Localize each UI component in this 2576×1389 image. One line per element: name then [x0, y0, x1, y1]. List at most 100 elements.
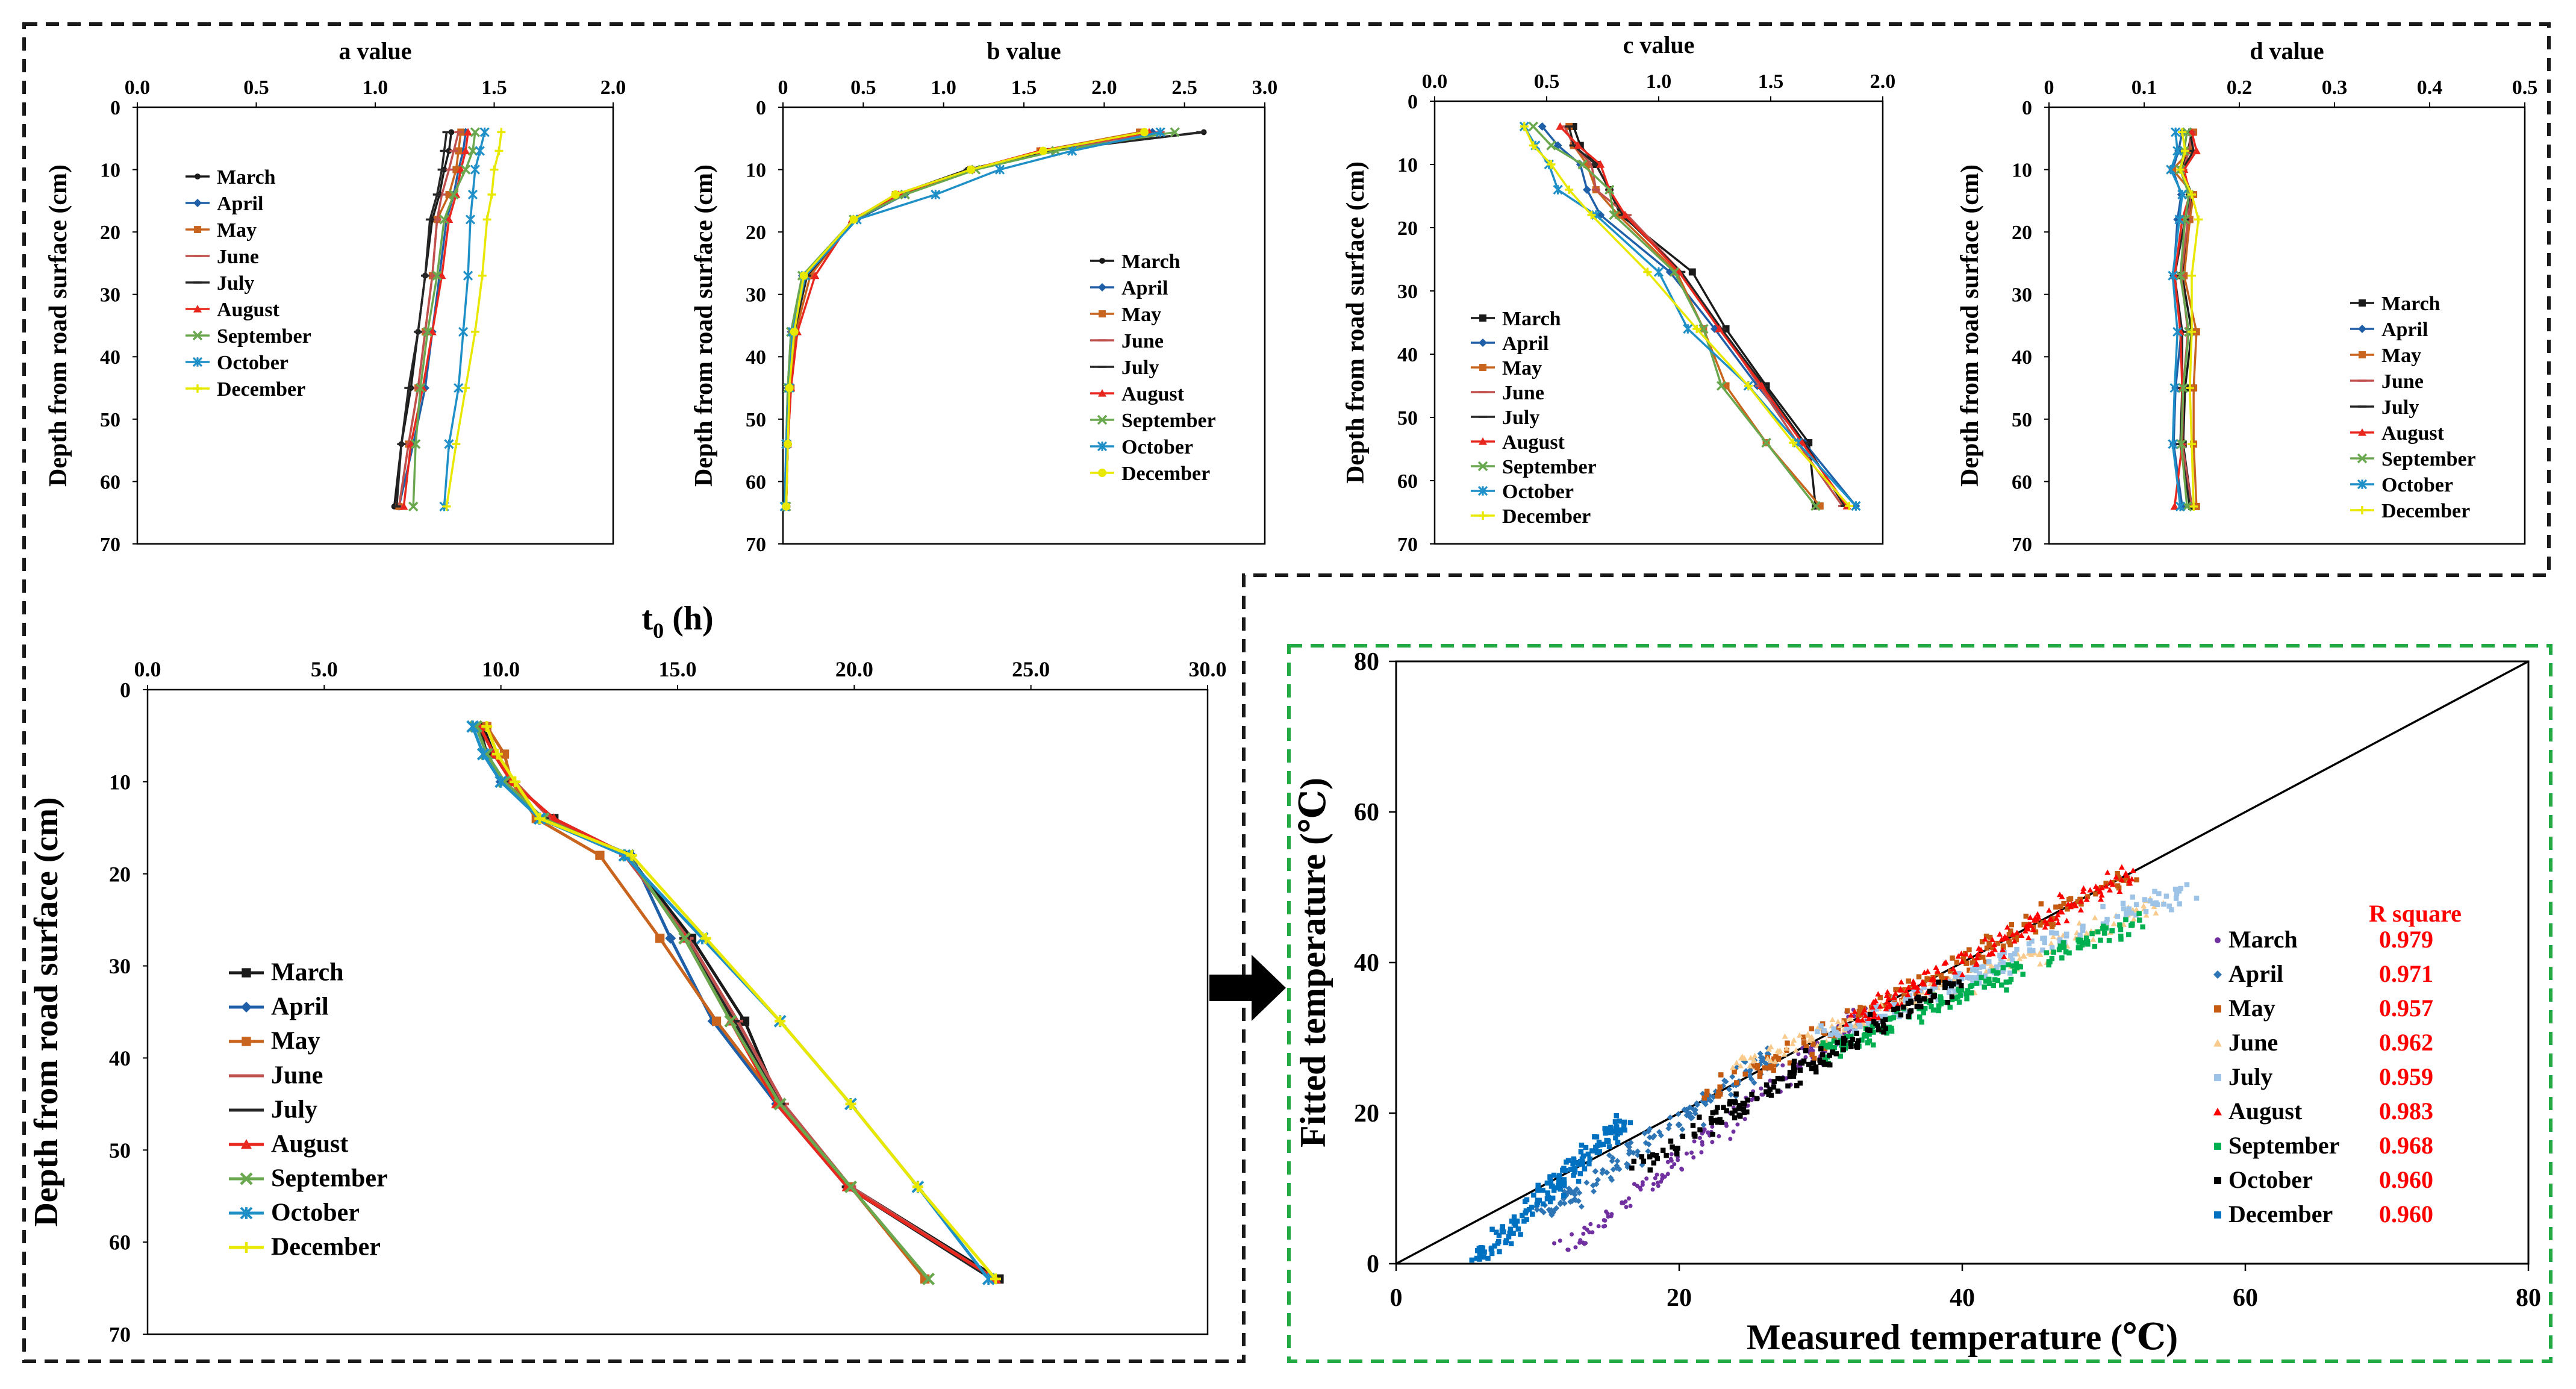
- scatter-point: [1489, 1250, 1495, 1256]
- data-point: [595, 851, 605, 860]
- scatter-point: [1889, 1028, 1895, 1034]
- series-line: [2169, 132, 2183, 507]
- scatter-point: [1601, 1224, 1606, 1229]
- scatter-point: [1776, 1055, 1782, 1061]
- data-point: [2176, 439, 2186, 449]
- scatter-point: [1524, 1197, 1530, 1203]
- scatter-point: [1621, 1200, 1626, 1205]
- scatter-point: [2044, 950, 2050, 955]
- scatter-point: [1561, 1180, 1566, 1185]
- data-point: [2169, 166, 2177, 173]
- scatter-point: [1827, 1052, 1832, 1058]
- scatter-point: [2177, 901, 2182, 907]
- scatter-point: [1877, 994, 1883, 1000]
- scatter-point: [1684, 1151, 1689, 1156]
- scatter-point: [2000, 965, 2006, 970]
- series-october: [2166, 127, 2188, 511]
- data-point: [415, 382, 426, 393]
- legend-label: August: [1502, 431, 1565, 454]
- scatter-point: [1738, 1114, 1743, 1119]
- scatter-point: [2009, 957, 2015, 963]
- scatter-point: [2020, 972, 2026, 977]
- scatter-point: [2011, 938, 2018, 944]
- data-point: [891, 190, 900, 199]
- y-tick-label: 50: [100, 409, 120, 431]
- scatter-point: [1771, 1062, 1777, 1068]
- legend-marker: [2357, 479, 2368, 490]
- scatter-point: [1609, 1214, 1614, 1219]
- scatter-point: [1922, 996, 1927, 1002]
- scatter-point: [1627, 1120, 1633, 1126]
- scatter-point: [1813, 1069, 1819, 1075]
- scatter-point: [1617, 1127, 1623, 1133]
- scatter-point: [2063, 917, 2070, 923]
- data-point: [1744, 381, 1753, 390]
- y-tick-label: 10: [2012, 159, 2032, 181]
- legend-label: June: [2381, 370, 2424, 393]
- y-tick-label: 70: [2012, 534, 2032, 556]
- scatter-point: [1552, 1241, 1557, 1246]
- scatter-point: [2077, 896, 2083, 902]
- scatter-point: [1828, 1032, 1833, 1038]
- chart-d: d value 0 0.1 0.2 0.3 0.4 0.5 0 10 20 30 40 50 60 70 De…: [1956, 37, 2537, 556]
- scatter-point: [1997, 931, 2003, 937]
- scatter-point: [1873, 1007, 1879, 1012]
- y-tick-label: 40: [746, 346, 766, 369]
- scatter-point: [1875, 991, 1882, 997]
- scatter-point: [1813, 1064, 1819, 1070]
- scatter-point: [1891, 1002, 1897, 1008]
- scatter-point: [1675, 1146, 1680, 1151]
- scatter-point: [2140, 924, 2145, 930]
- y-tick-label: 70: [746, 534, 766, 556]
- data-point: [2175, 501, 2186, 511]
- scatter-point: [2008, 928, 2013, 934]
- scatter-point: [1550, 1210, 1556, 1216]
- scatter-point: [1691, 1155, 1696, 1160]
- scatter-point: [1798, 1060, 1803, 1066]
- legend-label: October: [2381, 474, 2453, 496]
- scatter-point: [2079, 901, 2084, 907]
- legend-label: July: [2228, 1063, 2272, 1090]
- scatter-point: [1606, 1152, 1612, 1158]
- scatter-point: [1624, 1141, 1630, 1148]
- scatter-point: [1787, 1060, 1793, 1066]
- legend-marker: [1477, 461, 1488, 472]
- scatter-point: [1936, 979, 1941, 985]
- scatter-point: [1904, 991, 1911, 997]
- scatter-point: [1582, 1225, 1587, 1230]
- legend-marker: [2214, 1211, 2221, 1219]
- fit-panel-box: [1287, 644, 2553, 1363]
- scatter-point: [1831, 1038, 1837, 1044]
- scatter-point: [1767, 1087, 1773, 1092]
- scatter-point: [2059, 955, 2065, 961]
- y-tick-label: 20: [2012, 222, 2032, 244]
- data-point: [478, 271, 487, 280]
- plot-area: [136, 106, 614, 545]
- data-point: [775, 1016, 786, 1027]
- data-point: [461, 146, 470, 155]
- legend-marker: [2214, 1177, 2221, 1184]
- data-point: [2181, 127, 2192, 137]
- scatter-point: [1704, 1088, 1710, 1094]
- scatter-point: [1558, 1238, 1562, 1243]
- scatter-point: [1579, 1156, 1585, 1162]
- scatter-point: [2085, 941, 2091, 947]
- data-point: [2188, 190, 2196, 199]
- scatter-point: [1506, 1234, 1512, 1240]
- x-tick-label: 60: [2233, 1284, 2258, 1312]
- data-point: [2172, 146, 2183, 156]
- scatter-point: [1958, 950, 1965, 957]
- data-point: [470, 327, 479, 336]
- series-december: [2176, 128, 2203, 511]
- scatter-point: [1830, 1050, 1835, 1055]
- scatter-point: [1650, 1187, 1655, 1192]
- scatter-point: [1856, 1008, 1862, 1014]
- x-tick-label: 2.0: [1091, 76, 1117, 99]
- chart-title: t0 (h): [641, 600, 713, 643]
- scatter-point: [2029, 938, 2035, 944]
- scatter-point: [1842, 1037, 1848, 1043]
- data-point: [2177, 189, 2188, 200]
- y-tick-label: 0: [110, 97, 120, 119]
- scatter-point: [1884, 988, 1891, 994]
- scatter-point: [1605, 1211, 1610, 1216]
